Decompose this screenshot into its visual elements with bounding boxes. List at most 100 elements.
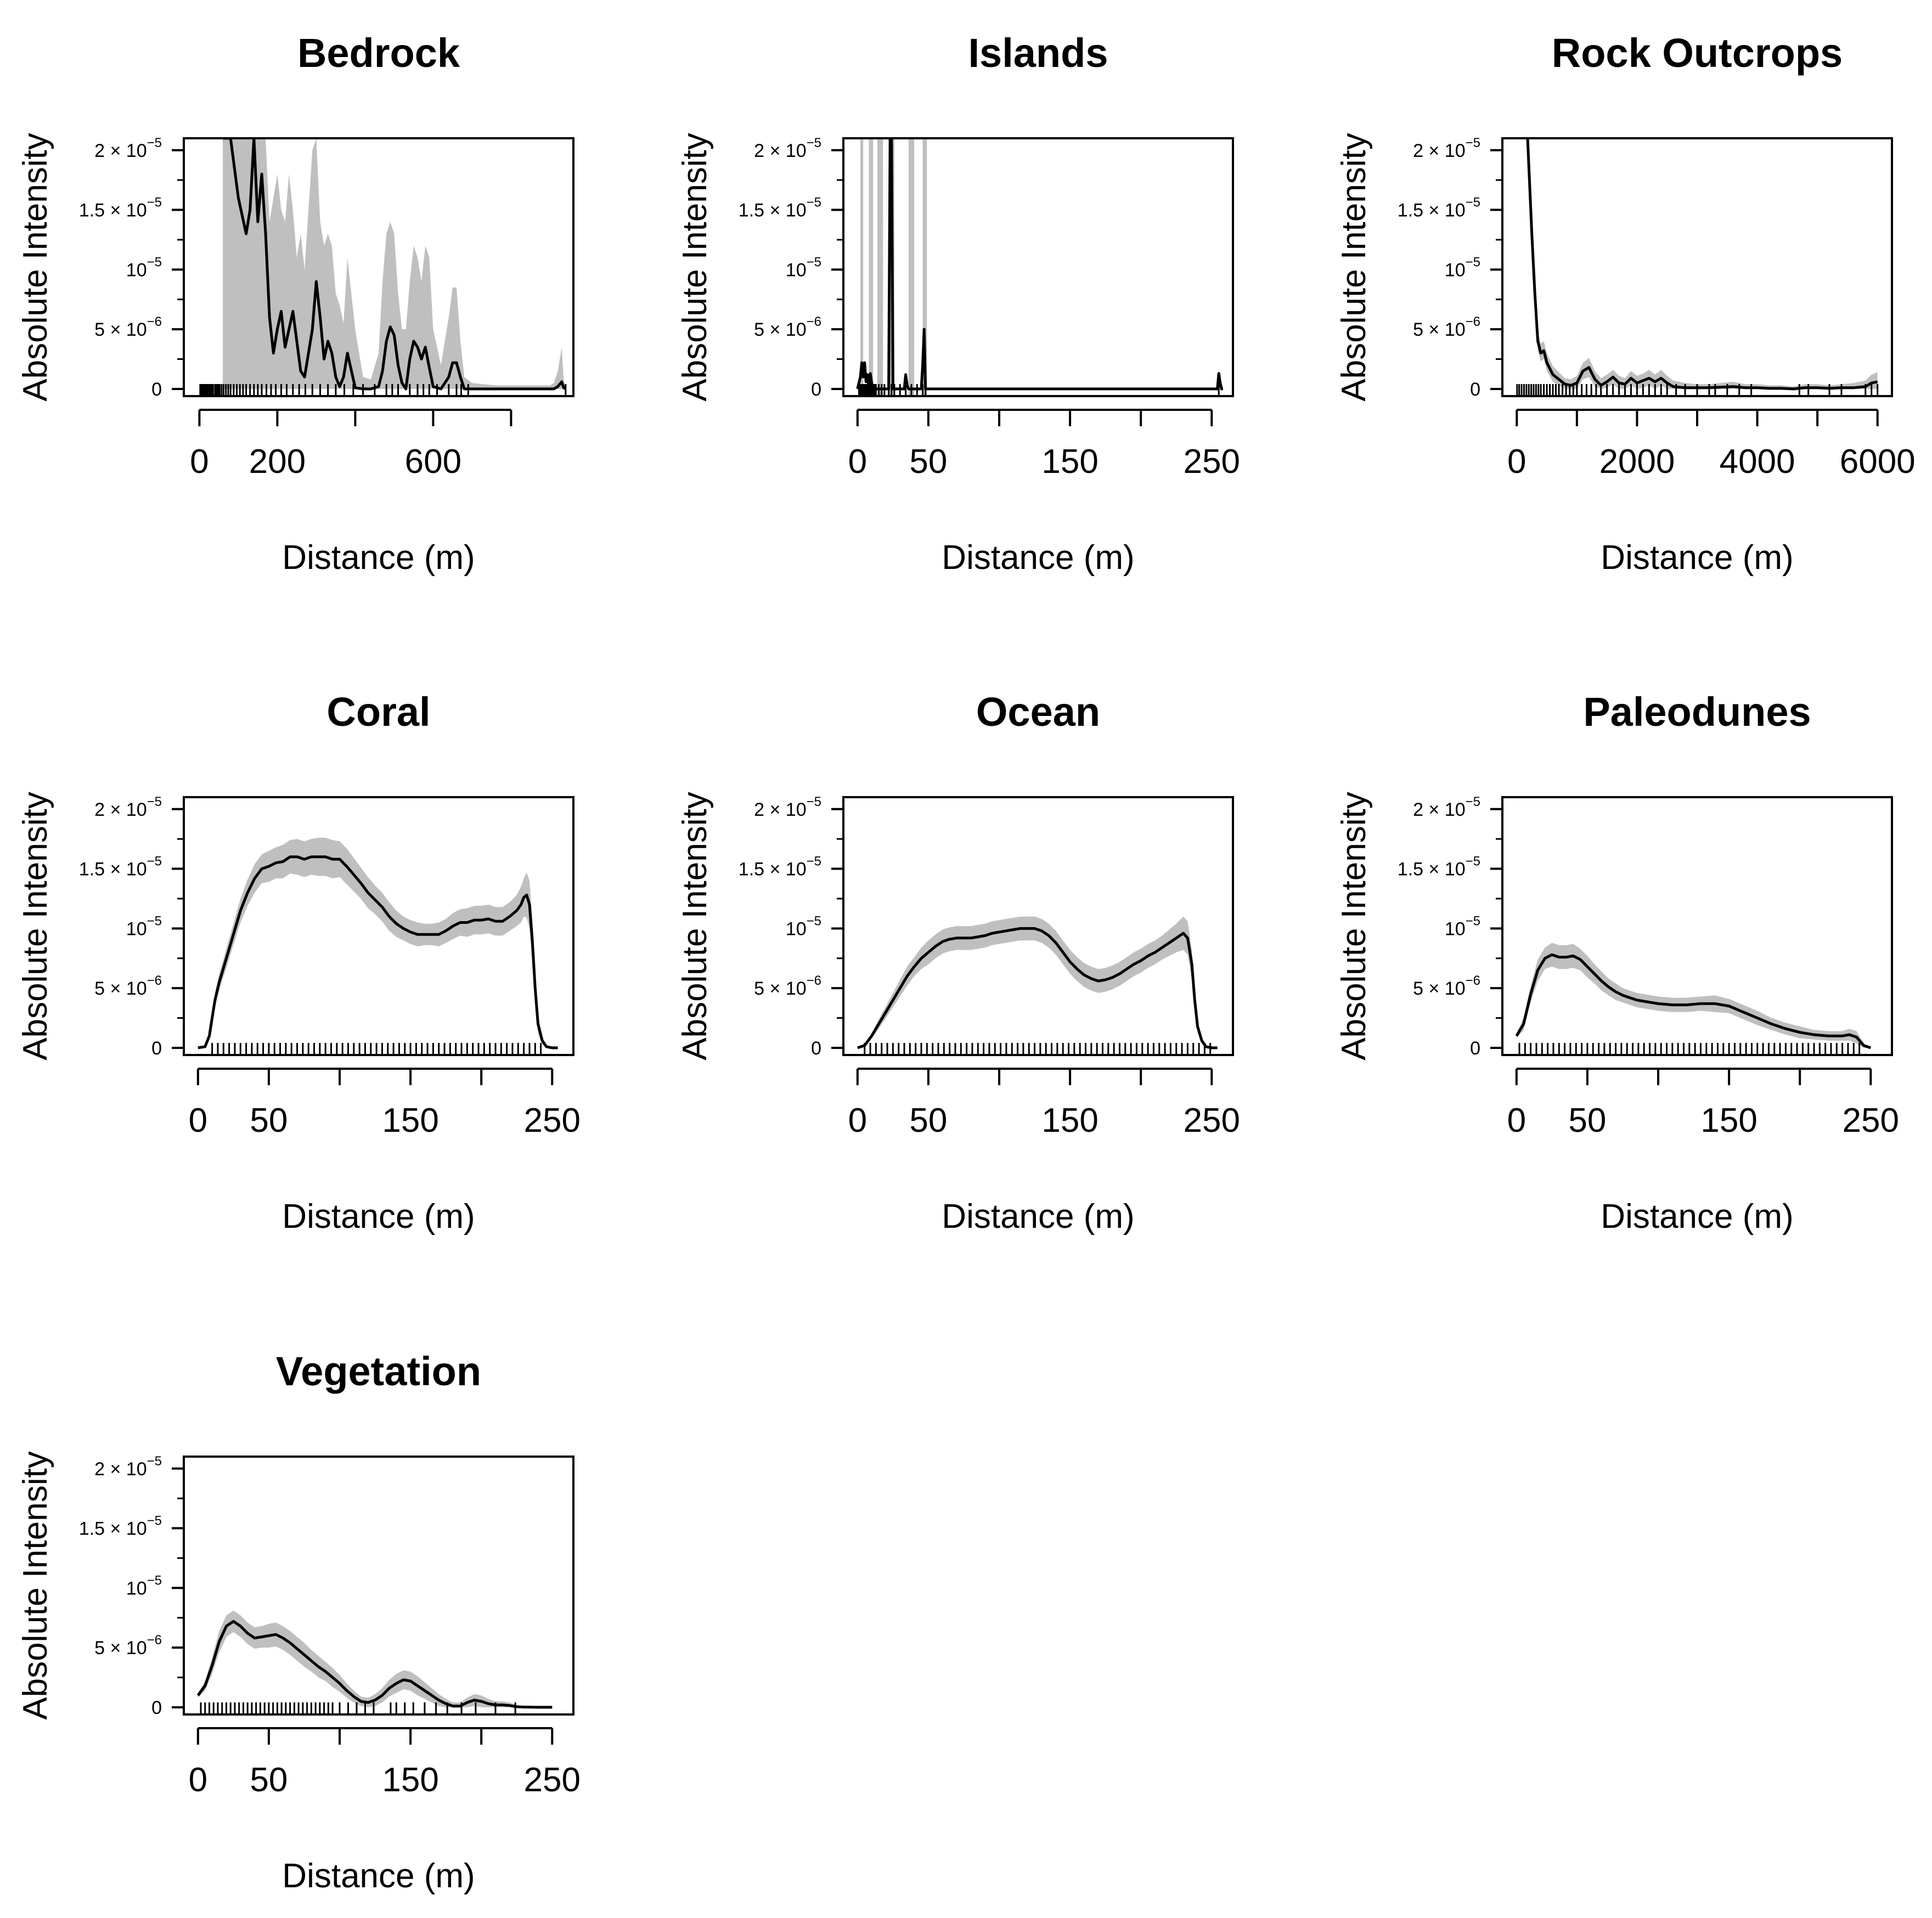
y-tick-exponent: −6 [147,314,162,329]
plot-frame [183,1456,574,1716]
y-tick-label: 10−5 [1445,913,1480,939]
confidence-band [857,916,1218,1048]
x-axis-label: Distance (m) [282,1857,475,1895]
panel-title: Vegetation [276,1349,481,1394]
y-tick-exponent: −6 [1466,973,1480,988]
y-axis-label: Absolute Intensity [1335,133,1373,401]
x-axis-label: Distance (m) [942,1198,1134,1236]
x-tick-label: 0 [848,443,867,481]
y-axis-label: Absolute Intensity [676,792,714,1060]
y-tick-exponent: −5 [147,1514,162,1528]
y-tick-label: 0 [151,1038,162,1059]
y-tick-exponent: −5 [807,854,821,869]
confidence-band-spike [860,138,864,396]
plot-area [857,916,1218,1050]
y-tick-exponent: −6 [1466,314,1480,329]
intensity-line [856,138,1223,391]
y-tick-label: 1.5 × 10−5 [1398,195,1480,221]
y-tick-label: 5 × 10−6 [94,1633,162,1658]
x-tick-label: 250 [524,1102,581,1139]
confidence-band-spike [877,138,883,396]
y-tick-label: 0 [811,1038,821,1059]
x-tick-label: 0 [848,1102,867,1139]
y-tick-label: 1.5 × 10−5 [739,854,821,880]
confidence-band [1516,943,1871,1048]
confidence-band-spike [908,138,915,396]
x-tick-label: 250 [1184,443,1240,481]
y-tick-label: 10−5 [1445,255,1480,280]
y-tick-exponent: −5 [807,136,821,150]
plot-frame [183,137,574,397]
plot-frame [842,137,1234,397]
panel-title: Islands [968,30,1108,76]
y-tick-label: 2 × 10−5 [1413,794,1480,820]
x-tick-label: 150 [1041,1102,1098,1139]
x-tick-label: 0 [189,1102,207,1139]
panel-bedrock: 0 5 × 10−6 10−5 1.5 × 10−5 2 × 10−5 0 200 600 Be… [16,30,574,577]
panel-title: Rock Outcrops [1552,30,1843,76]
y-tick-label: 5 × 10−6 [754,973,821,999]
y-tick-label: 5 × 10−6 [94,314,162,340]
y-tick-exponent: −5 [147,1573,162,1588]
panel-vegetation: 0 5 × 10−6 10−5 1.5 × 10−5 2 × 10−5 0 50 150 250… [16,1349,581,1895]
intensity-line [196,1620,553,1709]
x-tick-label: 250 [1184,1102,1240,1139]
y-tick-exponent: −5 [1466,136,1480,150]
y-tick-exponent: −6 [147,973,162,988]
y-tick-label: 5 × 10−6 [754,314,821,340]
x-axis-label: Distance (m) [282,1198,475,1236]
y-tick-exponent: −5 [807,913,821,928]
x-tick-label: 150 [1700,1102,1757,1139]
panel-title: Paleodunes [1583,689,1811,735]
y-tick-exponent: −5 [147,136,162,150]
panel-title: Ocean [976,689,1100,735]
y-tick-label: 2 × 10−5 [94,1454,162,1480]
x-tick-label: 50 [909,443,947,481]
x-tick-label: 50 [250,1761,288,1799]
y-tick-label: 2 × 10−5 [754,136,821,161]
y-tick-label: 1.5 × 10−5 [739,195,821,221]
y-tick-exponent: −5 [147,913,162,928]
y-tick-label: 5 × 10−6 [1413,973,1480,999]
y-tick-label: 10−5 [126,1573,162,1599]
plot-frame [1501,137,1893,397]
x-tick-label: 200 [249,443,306,481]
y-tick-label: 1.5 × 10−5 [1398,854,1480,880]
panel-rock-outcrops: 0 5 × 10−6 10−5 1.5 × 10−5 2 × 10−5 0 2000 4000… [1335,30,1916,577]
panel-coral: 0 5 × 10−6 10−5 1.5 × 10−5 2 × 10−5 0 50 150 250… [16,689,581,1236]
y-tick-label: 2 × 10−5 [94,136,162,161]
y-tick-label: 1.5 × 10−5 [79,195,162,221]
plot-area [856,138,1223,396]
y-tick-exponent: −5 [147,854,162,869]
plot-area [198,838,558,1050]
y-tick-label: 2 × 10−5 [754,794,821,820]
y-tick-exponent: −5 [1466,913,1480,928]
plot-frame [1501,796,1893,1056]
plot-area [196,1610,553,1709]
confidence-band [198,838,558,1048]
x-tick-label: 0 [1507,443,1526,481]
plot-area [223,138,567,391]
x-tick-label: 50 [250,1102,288,1139]
y-tick-label: 5 × 10−6 [94,973,162,999]
x-tick-label: 150 [382,1761,438,1799]
y-tick-label: 0 [1470,1038,1480,1059]
x-tick-label: 50 [1568,1102,1606,1139]
x-tick-label: 2000 [1599,443,1675,481]
y-axis-label: Absolute Intensity [676,133,714,401]
x-tick-label: 0 [190,443,209,481]
x-tick-label: 150 [1041,443,1098,481]
x-tick-label: 6000 [1840,443,1916,481]
y-tick-exponent: −5 [807,794,821,809]
y-tick-exponent: −5 [147,255,162,269]
y-axis-label: Absolute Intensity [1335,792,1373,1060]
y-tick-exponent: −5 [147,794,162,809]
plot-frame [842,796,1234,1056]
panel-title: Bedrock [297,30,460,76]
panel-islands: 0 5 × 10−6 10−5 1.5 × 10−5 2 × 10−5 0 50 150 250… [676,30,1240,577]
y-axis-label: Absolute Intensity [16,133,54,401]
y-tick-exponent: −6 [147,1633,162,1648]
x-axis-label: Distance (m) [1601,539,1793,577]
y-axis-label: Absolute Intensity [16,792,54,1060]
